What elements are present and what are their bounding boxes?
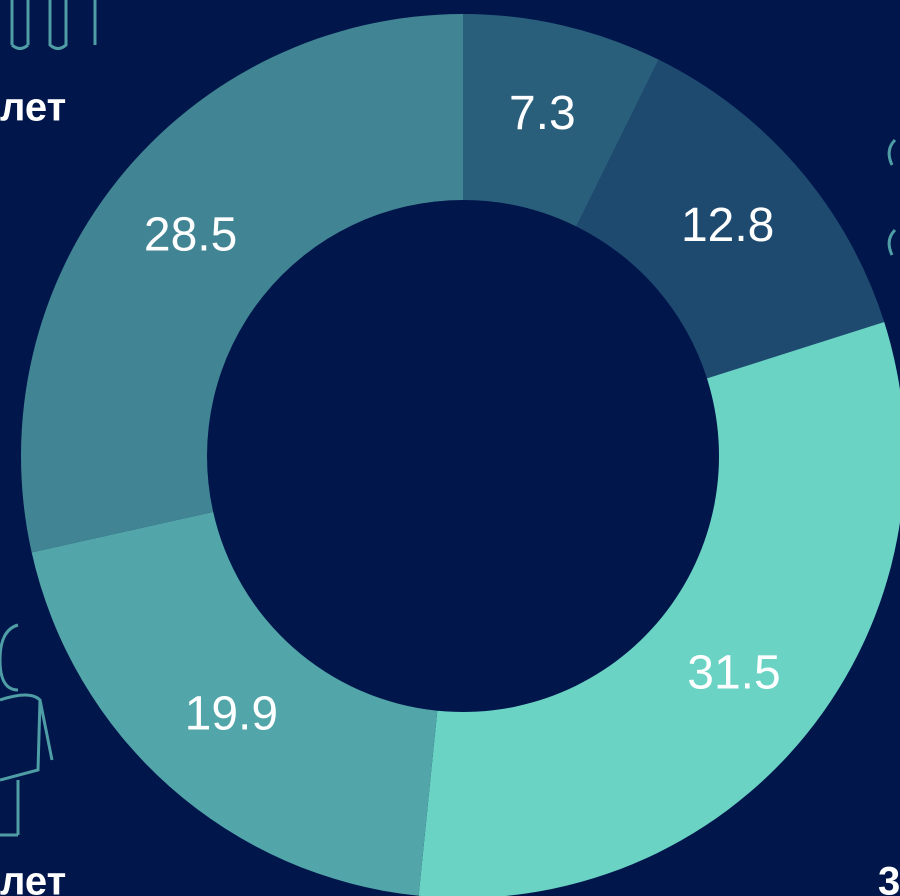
donut-segment [418, 322, 900, 896]
data-label: 19.9 [185, 688, 278, 741]
figure-icon [0, 623, 54, 837]
data-label: 12.8 [681, 199, 774, 252]
annotation: лет [0, 860, 66, 896]
annotation: 3 [878, 860, 900, 896]
figure-icon [10, 0, 97, 50]
figure-icon [887, 138, 897, 256]
donut-segment [576, 59, 885, 379]
donut-segment [463, 14, 659, 227]
decor-icons [0, 0, 897, 837]
donut-segment [31, 511, 438, 896]
data-label: 7.3 [509, 87, 576, 140]
data-label: 28.5 [144, 208, 237, 261]
donut-segment [20, 14, 464, 553]
annotation: лет [0, 86, 66, 130]
data-label: 31.5 [687, 647, 780, 700]
